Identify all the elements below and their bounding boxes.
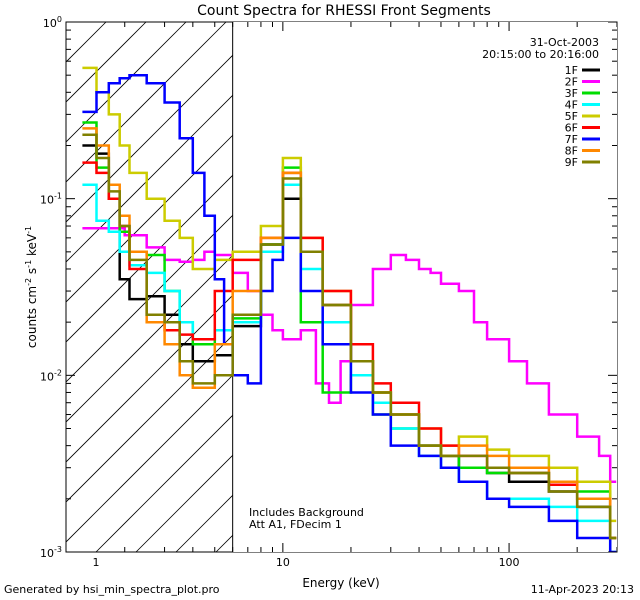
y-tick-label: 10-2	[40, 368, 62, 383]
legend-label-4f: 4F	[565, 99, 578, 112]
axis-layer: 1 10 100 100 10-1 10-2 10-3	[40, 15, 618, 569]
legend-label-1f: 1F	[565, 64, 578, 77]
note-background: Includes Background	[249, 506, 364, 519]
date-label: 31-Oct-2003	[530, 36, 599, 49]
legend-label-6f: 6F	[565, 122, 578, 135]
legend-label-3f: 3F	[565, 87, 578, 100]
legend-label-2f: 2F	[565, 76, 578, 89]
x-tick-label: 10	[276, 556, 290, 569]
hatch-line	[66, 22, 307, 263]
y-axis-label: counts cm-2 s-1 keV-1	[24, 226, 39, 348]
x-tick-label: 1	[93, 556, 100, 569]
chart-title: Count Spectra for RHESSI Front Segments	[197, 3, 491, 19]
time-range-label: 20:15:00 to 20:16:00	[482, 48, 599, 61]
hatch-line	[66, 22, 107, 63]
x-axis-label: Energy (keV)	[302, 576, 379, 590]
legend-label-8f: 8F	[565, 145, 578, 158]
hatch-line	[66, 22, 147, 103]
hatch-line	[66, 22, 227, 183]
footer-timestamp: 11-Apr-2023 20:13	[530, 583, 634, 596]
series-layer	[82, 66, 617, 552]
footer-generator: Generated by hsi_min_spectra_plot.pro	[4, 583, 220, 596]
legend-label-9f: 9F	[565, 156, 578, 169]
note-attenuator: Att A1, FDecim 1	[249, 518, 342, 531]
y-tick-label: 10-1	[40, 192, 62, 207]
hatch-line	[66, 22, 267, 223]
x-tick-label: 100	[499, 556, 520, 569]
legend-label-5f: 5F	[565, 110, 578, 123]
background-hatch-region	[66, 22, 617, 552]
series-line-9f	[82, 133, 617, 540]
hatch-mask	[232, 22, 617, 552]
series-line-7f	[82, 73, 617, 552]
y-tick-label: 100	[43, 15, 62, 30]
hatch-line	[615, 550, 617, 552]
y-tick-label: 10-3	[40, 545, 62, 560]
legend-label-7f: 7F	[565, 133, 578, 146]
